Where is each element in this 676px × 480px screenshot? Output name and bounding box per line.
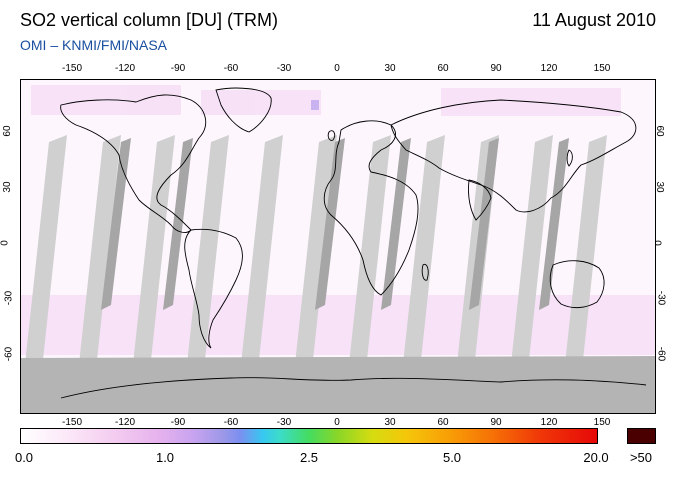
lat-tick-left: 30 [2, 181, 14, 193]
map-date: 11 August 2010 [532, 10, 656, 30]
lon-tick-top: -90 [170, 63, 186, 74]
lat-tick-left: 60 [2, 125, 14, 137]
colorbar-label: 1.0 [155, 450, 175, 465]
no-data-swath [565, 135, 607, 364]
australia-coast [549, 260, 605, 309]
india-coast [468, 179, 492, 221]
no-data-swath [403, 135, 445, 364]
lon-tick-bottom: 150 [593, 417, 611, 428]
lon-tick-bottom: -120 [114, 417, 136, 428]
japan-coast [566, 149, 573, 167]
no-data-swath [133, 135, 175, 364]
colorbar-label: 5.0 [442, 450, 462, 465]
no-data-swath [295, 135, 337, 364]
lon-tick-top: 150 [593, 63, 611, 74]
lon-tick-top: -120 [114, 63, 136, 74]
north-america-coast [60, 94, 207, 233]
lon-tick-bottom: -60 [223, 417, 239, 428]
lat-tick-left: -60 [3, 346, 15, 362]
lon-tick-bottom: 120 [540, 417, 558, 428]
overlap-swath [101, 138, 131, 310]
coastlines [60, 87, 647, 399]
greenland-coast [215, 87, 272, 133]
map-title: SO2 vertical column [DU] (TRM) [20, 10, 279, 30]
overlap-swath [469, 138, 499, 310]
overlap-swath [539, 138, 569, 310]
lon-tick-bottom: 30 [384, 417, 396, 428]
colorbar [20, 428, 598, 444]
lon-tick-top: -30 [276, 63, 292, 74]
colorbar-label: 0.0 [14, 450, 34, 465]
lon-tick-bottom: 90 [490, 417, 502, 428]
map-canvas [21, 80, 655, 413]
overlap-swath [163, 138, 193, 310]
lat-tick-left: 0 [0, 240, 11, 246]
lat-tick-left: -30 [3, 290, 15, 306]
lon-tick-bottom: -150 [61, 417, 83, 428]
lon-tick-top: 0 [334, 63, 340, 74]
lat-tick-right: -60 [655, 346, 667, 362]
lon-tick-top: -150 [61, 63, 83, 74]
british-isles-coast [327, 130, 336, 141]
asia-coast [390, 99, 637, 213]
madagascar-coast [421, 263, 429, 281]
lat-tick-right: -30 [655, 290, 667, 306]
colorbar-label: 2.5 [299, 450, 319, 465]
lon-tick-bottom: -90 [170, 417, 186, 428]
south-america-coast [184, 228, 243, 349]
no-data-swath [79, 135, 121, 364]
lon-tick-top: 60 [437, 63, 449, 74]
lon-tick-top: -60 [223, 63, 239, 74]
no-data-swath [511, 135, 553, 364]
satellite-swaths [25, 135, 607, 364]
colorbar-overflow-label: >50 [629, 450, 653, 465]
colorbar-label: 20.0 [583, 450, 609, 465]
overlap-swath [315, 138, 345, 310]
lon-tick-bottom: -30 [276, 417, 292, 428]
lon-tick-bottom: 0 [334, 417, 340, 428]
lon-tick-top: 90 [490, 63, 502, 74]
lon-tick-top: 120 [540, 63, 558, 74]
lon-tick-bottom: 60 [437, 417, 449, 428]
polar-no-data-region [21, 356, 655, 413]
no-data-swath [241, 135, 283, 364]
europe-africa-coast [323, 120, 419, 296]
overlap-swath [381, 138, 411, 310]
antarctica-coast [60, 377, 647, 399]
no-data-swath [349, 135, 391, 364]
lon-tick-top: 30 [384, 63, 396, 74]
colorbar-overflow-swatch [627, 428, 656, 444]
map-subtitle: OMI – KNMI/FMI/NASA [20, 37, 168, 53]
so2-hotspot [311, 100, 319, 110]
so2-map [20, 79, 656, 414]
low-so2-speckle [21, 85, 655, 355]
no-data-swath [25, 135, 67, 364]
